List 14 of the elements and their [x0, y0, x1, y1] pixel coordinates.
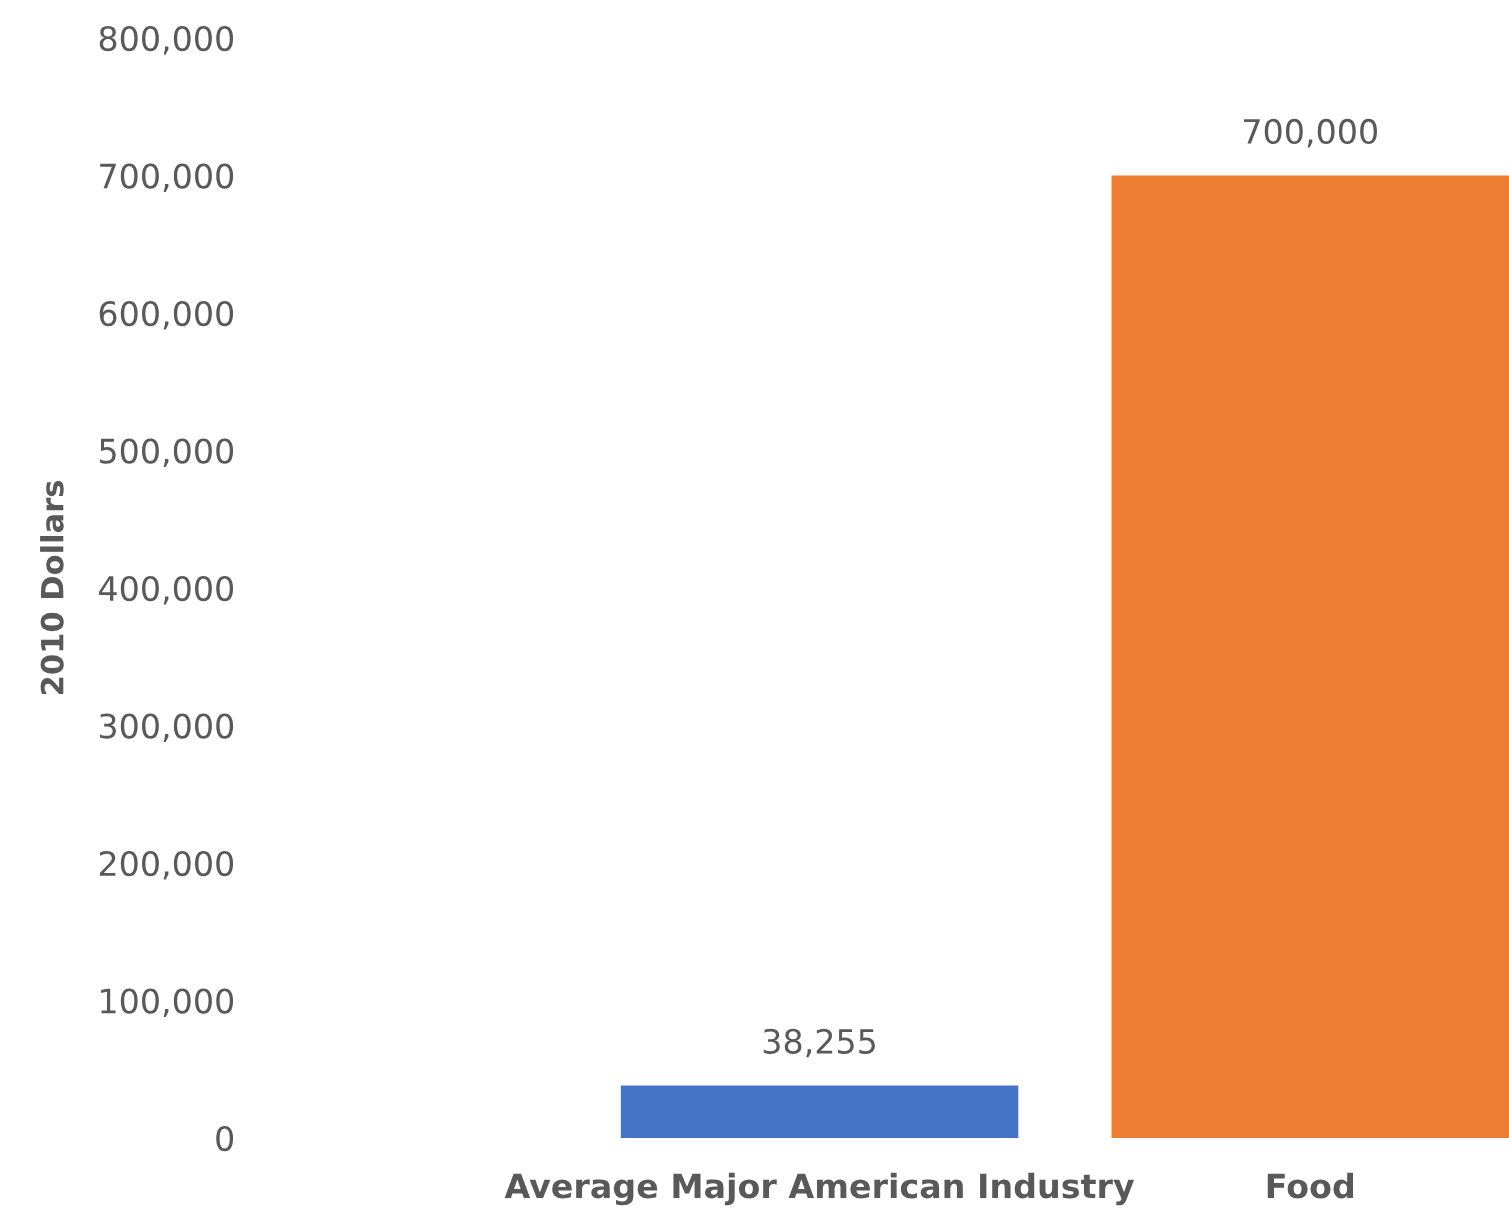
data-label: 700,000 [1244, 118, 1377, 148]
y-tick-label: 200,000 [99, 850, 234, 880]
y-axis-title: 2010 Dollars [40, 481, 64, 695]
x-tick-label: Food [1267, 1172, 1354, 1199]
y-tick-label: 500,000 [100, 438, 234, 468]
data-label: 38,255 [763, 1028, 875, 1058]
y-tick-label: 0 [216, 1125, 234, 1152]
y-tick-label: 100,000 [101, 988, 234, 1018]
y-tick-label: 300,000 [99, 713, 234, 743]
y-tick-label: 800,000 [99, 25, 234, 55]
y-tick-label: 600,000 [99, 300, 234, 330]
y-tick-label: 400,000 [99, 575, 234, 605]
x-tick-label: Average Major American Industry [504, 1172, 1135, 1206]
y-tick-label: 700,000 [100, 163, 234, 193]
